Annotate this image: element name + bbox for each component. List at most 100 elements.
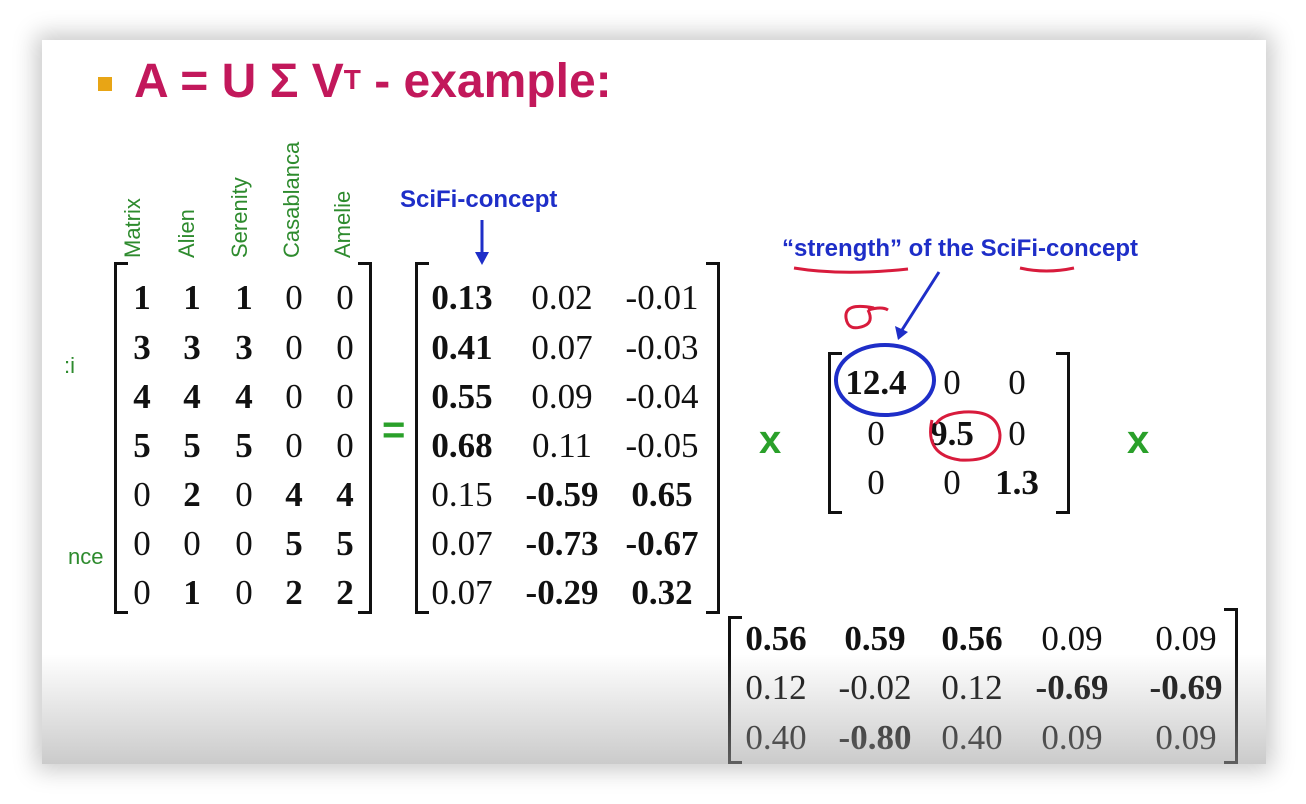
u-cell-r7-c3: 0.32	[631, 573, 693, 612]
strength-annotation: “strength” of the SciFi-concept	[782, 235, 1139, 262]
column-label-serenity: Serenity	[227, 177, 252, 258]
sigma-cell-r2-c1: 0	[867, 414, 885, 453]
matrix-vt-left-bracket	[728, 616, 742, 764]
sigma-cell-r3-c3: 1.3	[995, 463, 1039, 502]
a-cell-r4-c4: 0	[285, 426, 303, 465]
a-cell-r6-c2: 0	[183, 524, 201, 563]
u-cell-r7-c1: 0.07	[431, 573, 493, 612]
u-cell-r1-c2: 0.02	[531, 278, 593, 317]
column-label-matrix: Matrix	[120, 198, 145, 258]
a-cell-r7-c4: 2	[285, 573, 303, 612]
slide-title: A = U Σ VT - example:	[134, 55, 612, 108]
a-cell-r3-c1: 4	[133, 377, 151, 416]
a-cell-r1-c5: 0	[336, 278, 354, 317]
column-label-amelie: Amelie	[330, 190, 355, 258]
a-cell-r7-c2: 1	[183, 573, 201, 612]
times-sign-2: x	[1127, 418, 1150, 462]
a-cell-r2-c2: 3	[183, 328, 201, 367]
a-cell-r1-c2: 1	[183, 278, 201, 317]
u-cell-r4-c1: 0.68	[431, 426, 493, 465]
slide: A = U Σ VT - example: Matrix Alien Seren…	[42, 40, 1266, 764]
a-cell-r5-c4: 4	[285, 475, 303, 514]
matrix-sigma-left-bracket	[828, 352, 842, 514]
u-cell-r2-c3: -0.03	[625, 328, 699, 367]
row-label-romance-partial: nce	[68, 544, 104, 569]
a-cell-r4-c3: 5	[235, 426, 253, 465]
a-cell-r5-c5: 4	[336, 475, 354, 514]
a-cell-r2-c1: 3	[133, 328, 151, 367]
sigma-cell-r1-c2: 0	[943, 363, 961, 402]
equals-sign: =	[382, 408, 406, 452]
column-label-alien: Alien	[174, 209, 199, 258]
u-cell-r3-c2: 0.09	[531, 377, 593, 416]
u-cell-r4-c2: 0.11	[532, 426, 592, 465]
u-cell-r5-c1: 0.15	[431, 475, 493, 514]
a-cell-r6-c1: 0	[133, 524, 151, 563]
u-cell-r7-c2: -0.29	[525, 573, 599, 612]
strength-arrowhead	[895, 326, 908, 340]
sigma-cell-r1-c1: 12.4	[845, 363, 907, 402]
vt-cell-r1-c2: 0.59	[844, 619, 906, 658]
a-cell-r2-c4: 0	[285, 328, 303, 367]
a-cell-r6-c5: 5	[336, 524, 354, 563]
row-label-scifi-partial: :i	[64, 353, 75, 378]
vt-cell-r2-c1: 0.12	[745, 668, 807, 707]
vt-cell-r3-c5: 0.09	[1155, 718, 1217, 757]
vt-cell-r3-c2: -0.80	[838, 718, 912, 757]
scifi-concept-arrowhead	[475, 252, 489, 265]
vt-cell-r3-c3: 0.40	[941, 718, 1003, 757]
a-cell-r1-c4: 0	[285, 278, 303, 317]
u-cell-r6-c2: -0.73	[525, 524, 599, 563]
u-cell-r2-c2: 0.07	[531, 328, 593, 367]
vt-cell-r1-c4: 0.09	[1041, 619, 1103, 658]
bullet-square-icon	[98, 77, 112, 91]
a-cell-r4-c1: 5	[133, 426, 151, 465]
u-cell-r1-c1: 0.13	[431, 278, 493, 317]
vt-cell-r3-c4: 0.09	[1041, 718, 1103, 757]
vt-cell-r2-c2: -0.02	[838, 668, 912, 707]
matrix-a-left-bracket	[114, 262, 128, 614]
a-cell-r5-c1: 0	[133, 475, 151, 514]
vt-cell-r1-c1: 0.56	[745, 619, 807, 658]
a-cell-r4-c5: 0	[336, 426, 354, 465]
a-cell-r7-c3: 0	[235, 573, 253, 612]
times-sign-1: x	[759, 418, 782, 462]
a-cell-r3-c5: 0	[336, 377, 354, 416]
a-cell-r7-c1: 0	[133, 573, 151, 612]
sigma-cell-r2-c3: 0	[1008, 414, 1026, 453]
u-cell-r5-c2: -0.59	[525, 475, 599, 514]
a-cell-r1-c1: 1	[133, 278, 151, 317]
u-cell-r5-c3: 0.65	[631, 475, 693, 514]
u-cell-r6-c1: 0.07	[431, 524, 493, 563]
a-cell-r5-c2: 2	[183, 475, 201, 514]
u-cell-r6-c3: -0.67	[625, 524, 699, 563]
vt-cell-r2-c4: -0.69	[1035, 668, 1109, 707]
matrix-a-right-bracket	[358, 262, 372, 614]
vt-cell-r1-c5: 0.09	[1155, 619, 1217, 658]
a-cell-r1-c3: 1	[235, 278, 253, 317]
u-cell-r3-c1: 0.55	[431, 377, 493, 416]
scifi-red-underline	[1019, 266, 1075, 273]
vt-cell-r3-c1: 0.40	[745, 718, 807, 757]
sigma-cell-r2-c2: 9.5	[930, 414, 974, 453]
matrix-u-left-bracket	[415, 262, 429, 614]
vt-cell-r1-c3: 0.56	[941, 619, 1003, 658]
sigma-cell-r3-c1: 0	[867, 463, 885, 502]
a-cell-r6-c3: 0	[235, 524, 253, 563]
handwritten-sigma-icon	[844, 304, 889, 330]
a-cell-r6-c4: 5	[285, 524, 303, 563]
a-cell-r3-c2: 4	[183, 377, 201, 416]
sigma-cell-r1-c3: 0	[1008, 363, 1026, 402]
u-cell-r2-c1: 0.41	[431, 328, 493, 367]
strength-red-underline	[793, 266, 909, 274]
a-cell-r2-c5: 0	[336, 328, 354, 367]
strength-arrow	[900, 271, 941, 331]
matrix-u-right-bracket	[706, 262, 720, 614]
a-cell-r3-c3: 4	[235, 377, 253, 416]
a-cell-r4-c2: 5	[183, 426, 201, 465]
sigma-cell-r3-c2: 0	[943, 463, 961, 502]
column-label-casablanca: Casablanca	[279, 141, 304, 258]
u-cell-r4-c3: -0.05	[625, 426, 699, 465]
u-cell-r3-c3: -0.04	[625, 377, 699, 416]
a-cell-r5-c3: 0	[235, 475, 253, 514]
